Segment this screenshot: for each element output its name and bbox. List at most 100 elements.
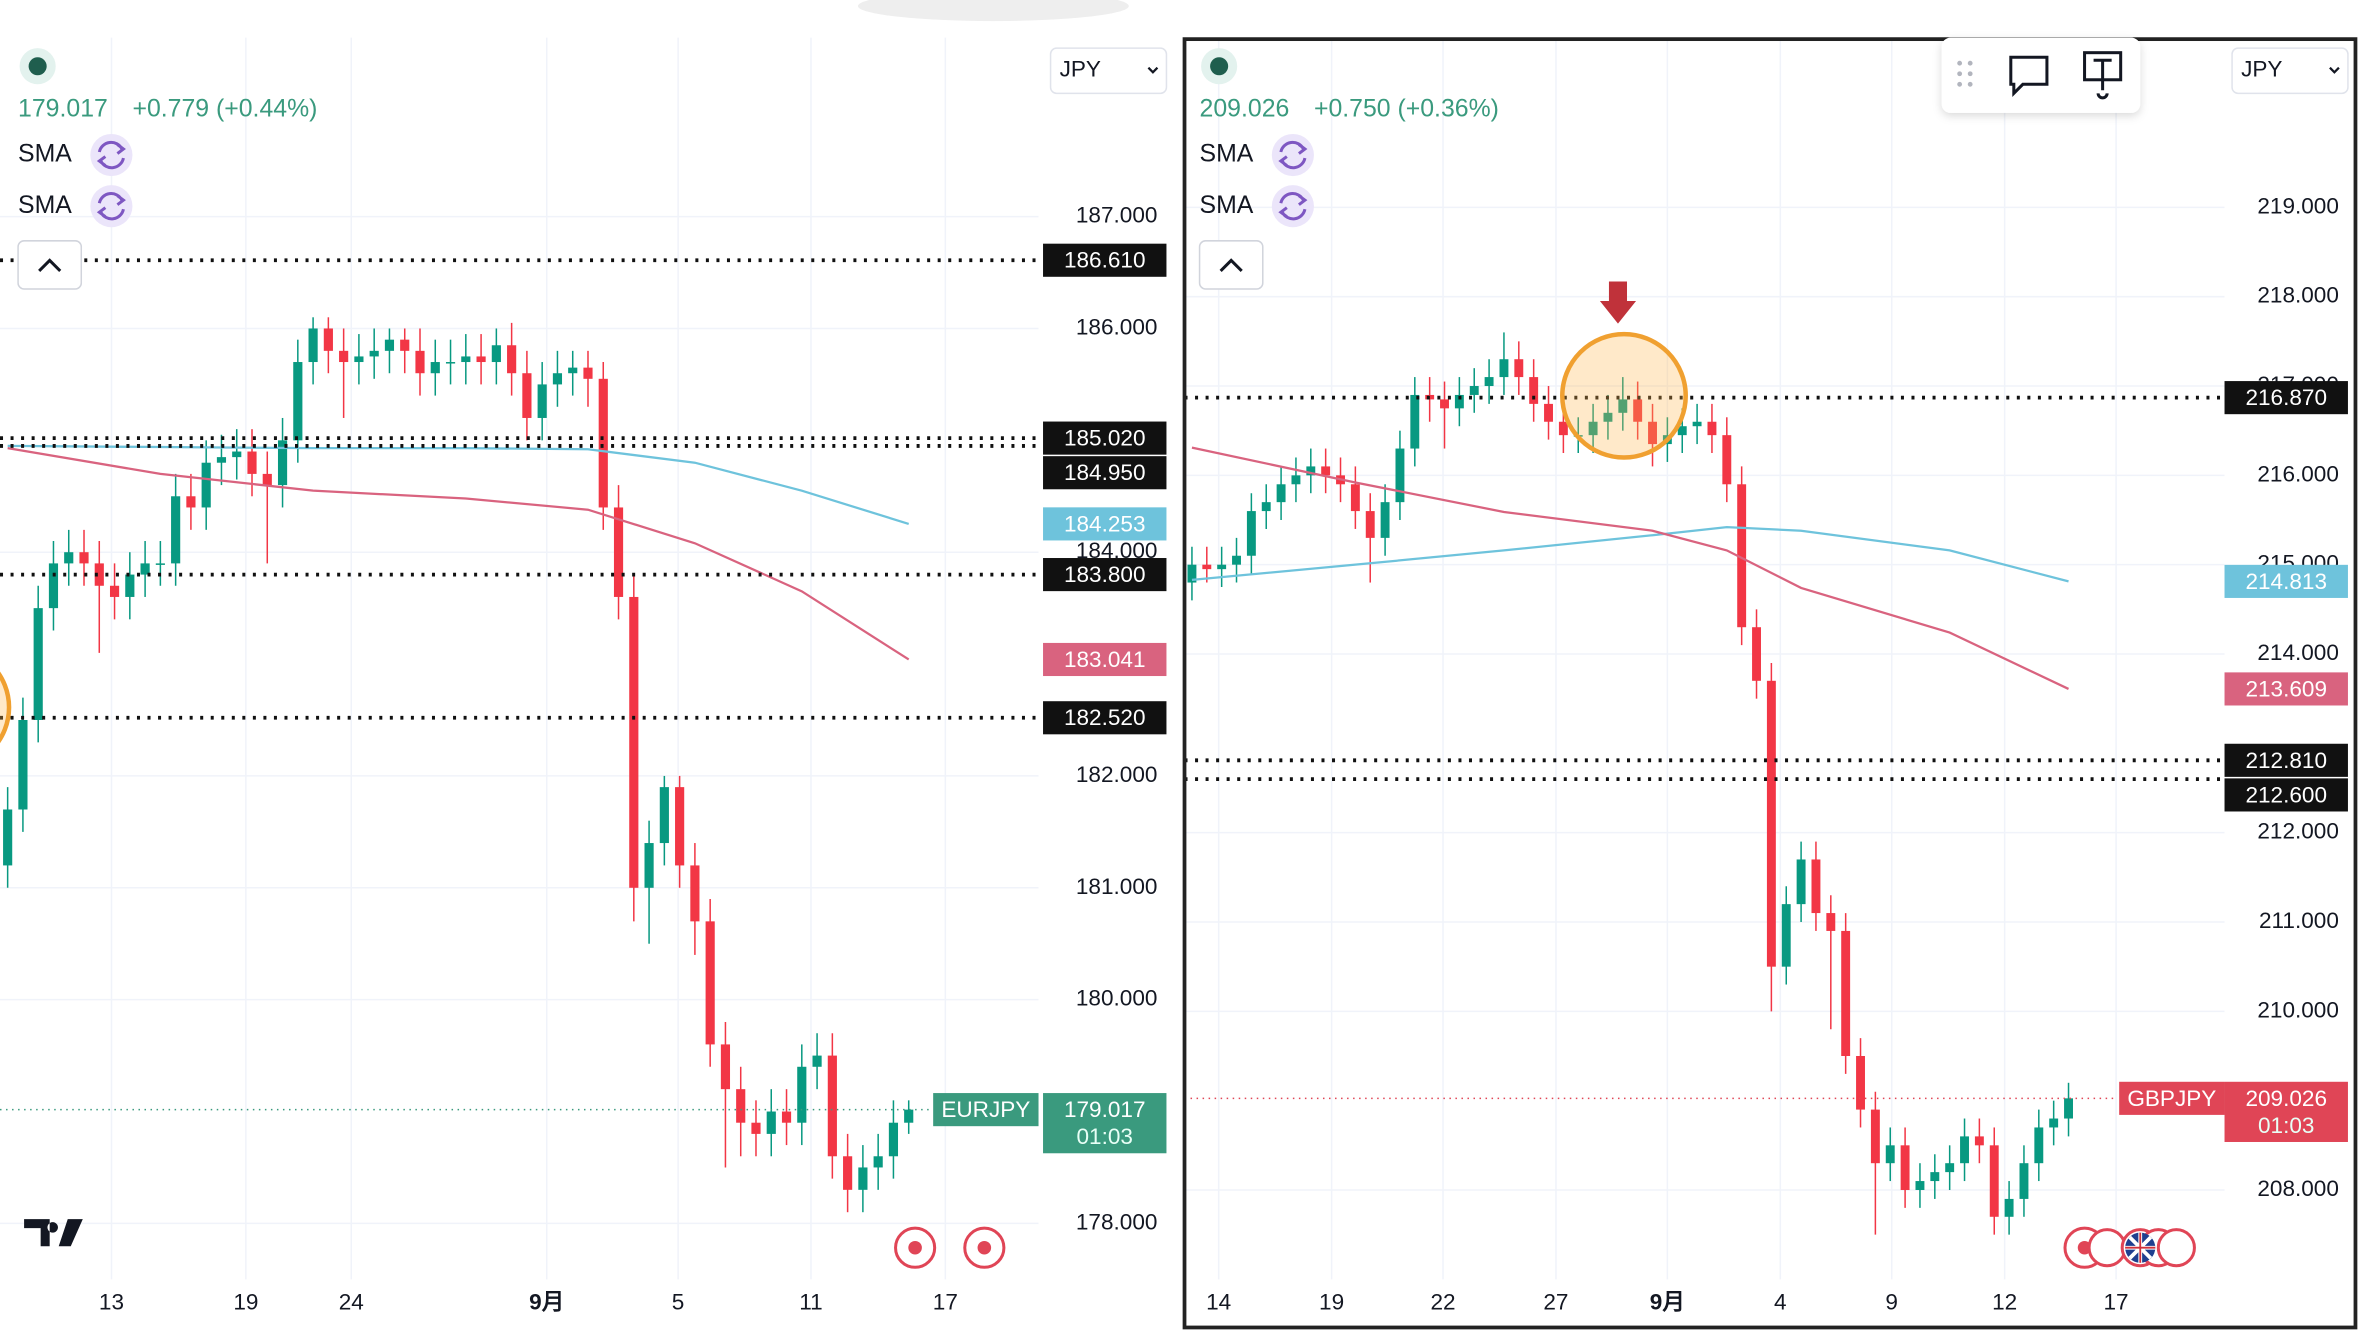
candle-body bbox=[1856, 1055, 1865, 1110]
candle-body bbox=[1380, 502, 1390, 538]
indicator-icon[interactable] bbox=[1271, 133, 1314, 177]
text-tool-glyph bbox=[2093, 58, 2112, 100]
collapse-button[interactable] bbox=[17, 240, 83, 290]
last-price-box bbox=[2224, 1081, 2348, 1142]
level-label: 183.800 bbox=[1064, 562, 1146, 587]
last-time-label: 01:03 bbox=[2258, 1113, 2314, 1138]
candle-body bbox=[1796, 859, 1806, 905]
indicator-icon[interactable] bbox=[90, 185, 133, 228]
flag-icon[interactable] bbox=[2087, 1228, 2127, 1268]
level-label-box bbox=[1043, 421, 1167, 455]
collapse-chevron bbox=[1219, 258, 1243, 272]
x-tick-label: 17 bbox=[933, 1289, 958, 1314]
candle-body bbox=[94, 563, 104, 586]
candle-body bbox=[1930, 1172, 1940, 1182]
candle-body bbox=[537, 384, 547, 418]
indicator-name: SMA bbox=[1200, 141, 1254, 168]
header-change: +0.750 (+0.36%) bbox=[1314, 95, 1499, 122]
currency-dropdown[interactable] bbox=[1049, 47, 1168, 95]
candle-body bbox=[1232, 555, 1241, 565]
candle-body bbox=[629, 596, 639, 888]
drag-handle-dot bbox=[1957, 71, 1963, 77]
candle-body bbox=[1766, 680, 1776, 967]
candle-body bbox=[1350, 484, 1360, 512]
candle-body bbox=[858, 1167, 868, 1190]
candle-body bbox=[400, 339, 410, 351]
annotation-circle bbox=[0, 671, 12, 744]
sma-label-box bbox=[2224, 564, 2348, 598]
candle-body bbox=[904, 1109, 914, 1123]
candle-body bbox=[552, 373, 563, 385]
candle-body bbox=[1974, 1136, 1984, 1146]
candle-body bbox=[216, 457, 227, 463]
last-time-label: 01:03 bbox=[1077, 1124, 1133, 1149]
candle-body bbox=[201, 462, 211, 508]
candle-body bbox=[415, 350, 425, 374]
candle-body bbox=[491, 345, 501, 363]
candle-body bbox=[354, 356, 364, 363]
candle-body bbox=[277, 440, 288, 486]
candle-body bbox=[1633, 399, 1643, 422]
currency-dropdown[interactable] bbox=[2231, 47, 2349, 95]
annotation-circle bbox=[1560, 331, 1688, 460]
sma-line bbox=[1191, 526, 2069, 583]
candle-body bbox=[568, 367, 578, 374]
level-label-box bbox=[2224, 743, 2348, 777]
indicator-icon[interactable] bbox=[90, 133, 133, 177]
x-tick-label: 19 bbox=[233, 1289, 258, 1314]
candle-body bbox=[827, 1055, 837, 1157]
status-dot bbox=[28, 57, 47, 76]
candle-body bbox=[155, 563, 165, 565]
flag-icon[interactable] bbox=[2156, 1228, 2196, 1268]
x-tick-label: 27 bbox=[1543, 1289, 1568, 1314]
candle-body bbox=[1321, 466, 1331, 476]
plot-area bbox=[1187, 332, 2073, 1235]
candle-body bbox=[79, 552, 89, 564]
candle-body bbox=[262, 473, 272, 486]
candle-body bbox=[1648, 421, 1657, 445]
candle-body bbox=[1752, 627, 1761, 681]
x-tick-label: 9 bbox=[1885, 1289, 1898, 1314]
indicator-icon-arrows bbox=[1278, 140, 1308, 170]
sma-line bbox=[1191, 446, 2070, 690]
collapse-button[interactable] bbox=[1198, 240, 1264, 290]
indicator-icon[interactable] bbox=[1271, 185, 1314, 228]
candle-body bbox=[1841, 930, 1851, 1056]
level-label-box bbox=[1043, 558, 1167, 592]
candle-body bbox=[598, 378, 608, 508]
y-tick-label: 178.000 bbox=[1076, 1209, 1158, 1234]
candle-body bbox=[1558, 421, 1568, 436]
candle-body bbox=[33, 608, 43, 720]
sma-label: 214.813 bbox=[2245, 569, 2327, 594]
candle-body bbox=[1960, 1136, 1969, 1164]
x-tick-label: 9月 bbox=[1650, 1289, 1685, 1314]
x-tick-label: 22 bbox=[1430, 1289, 1455, 1314]
candle-body bbox=[48, 563, 59, 609]
x-tick-label: 19 bbox=[1319, 1289, 1344, 1314]
candle-body bbox=[1246, 511, 1256, 556]
y-tick-label: 212.000 bbox=[2257, 819, 2339, 844]
candle-body bbox=[1826, 913, 1836, 931]
candle-body bbox=[675, 787, 685, 866]
candle-body bbox=[781, 1111, 792, 1123]
last-price-label: 179.017 bbox=[1064, 1097, 1146, 1122]
x-tick-label: 11 bbox=[799, 1289, 822, 1314]
candle-body bbox=[1677, 426, 1687, 436]
candle-body bbox=[1395, 448, 1405, 503]
candle-body bbox=[1514, 359, 1524, 378]
candle-body bbox=[766, 1111, 776, 1134]
candle-body bbox=[1261, 502, 1271, 512]
candle-body bbox=[1276, 484, 1286, 503]
candle-body bbox=[1692, 421, 1702, 427]
y-tick-label: 210.000 bbox=[2257, 997, 2339, 1022]
candle-body bbox=[2034, 1127, 2044, 1164]
candle-body bbox=[171, 496, 181, 564]
candle-body bbox=[1440, 399, 1449, 409]
candle-body bbox=[1781, 904, 1791, 967]
comment-icon[interactable] bbox=[2009, 55, 2049, 97]
level-label: 182.520 bbox=[1064, 705, 1146, 730]
candle-body bbox=[812, 1055, 822, 1067]
sma-label: 184.253 bbox=[1064, 511, 1146, 536]
candle-body bbox=[293, 362, 303, 441]
candle-body bbox=[873, 1156, 883, 1168]
